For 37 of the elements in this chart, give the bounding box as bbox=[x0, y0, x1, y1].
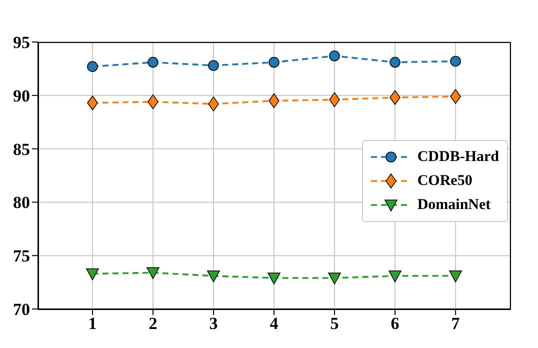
point bbox=[329, 50, 340, 62]
point bbox=[268, 272, 280, 284]
y-tick-label: 75 bbox=[13, 246, 30, 266]
x-tick-label: 6 bbox=[390, 314, 400, 334]
y-tick-label: 90 bbox=[13, 86, 30, 106]
point bbox=[207, 270, 220, 282]
point bbox=[86, 268, 99, 280]
point bbox=[390, 56, 400, 68]
point bbox=[146, 267, 160, 280]
point bbox=[148, 56, 158, 68]
x-tick-label: 2 bbox=[148, 314, 158, 334]
point bbox=[450, 56, 461, 67]
point bbox=[450, 89, 461, 104]
point bbox=[268, 93, 280, 108]
legend-label: DomainNet bbox=[417, 196, 491, 214]
point bbox=[87, 95, 98, 110]
point bbox=[388, 270, 402, 282]
point bbox=[328, 272, 341, 284]
x-tick-label: 5 bbox=[330, 314, 339, 334]
point bbox=[87, 61, 98, 72]
point bbox=[329, 92, 340, 108]
x-tick-label: 4 bbox=[270, 314, 279, 334]
y-tick-label: 70 bbox=[13, 300, 30, 320]
legend-label: CORe50 bbox=[417, 172, 472, 190]
y-tick-label: 80 bbox=[13, 193, 30, 212]
y-tick-label: 95 bbox=[13, 33, 30, 52]
point bbox=[148, 94, 158, 110]
y-tick-label: 85 bbox=[13, 140, 30, 159]
point bbox=[208, 60, 219, 71]
x-tick-label: 1 bbox=[88, 314, 97, 334]
point bbox=[449, 270, 462, 282]
point bbox=[390, 90, 400, 105]
legend-label: CDDB-Hard bbox=[417, 148, 499, 166]
point bbox=[208, 96, 219, 112]
x-tick-label: 7 bbox=[451, 314, 460, 334]
point bbox=[268, 56, 280, 68]
x-tick-label: 3 bbox=[209, 314, 218, 334]
